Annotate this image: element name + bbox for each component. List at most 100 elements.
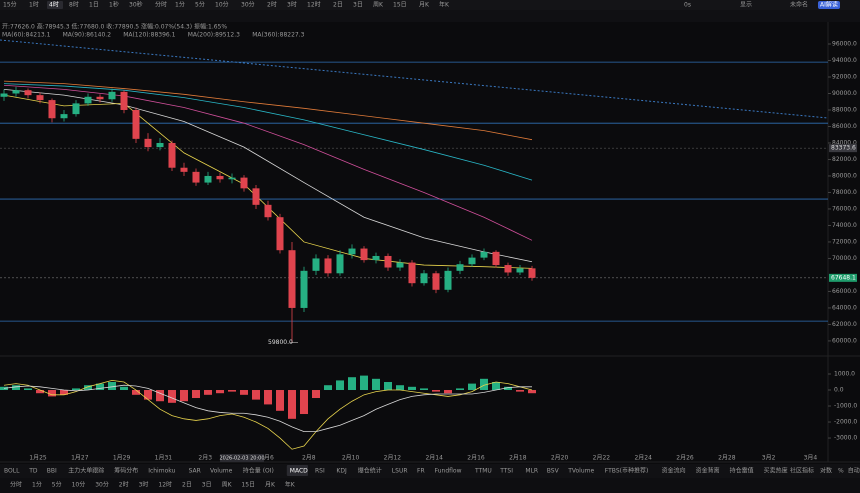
indicator-tab[interactable]: 资金背离 [696, 467, 720, 475]
indicator-tab[interactable]: 筹码分布 [114, 467, 138, 475]
macd-bar [228, 390, 236, 392]
indicator-tab[interactable]: MACD [290, 468, 308, 475]
indicator-tab[interactable]: BSV [547, 468, 560, 475]
period-tab[interactable]: 30分 [95, 481, 109, 489]
indicator-tab[interactable]: 爆仓统计 [358, 467, 382, 475]
period-tab[interactable]: 分时 [10, 481, 22, 489]
candle-body [444, 270, 452, 290]
indicator-tab[interactable]: BBI [47, 468, 57, 475]
macd-line [3, 380, 533, 450]
interval-button[interactable]: 1日 [89, 2, 99, 9]
period-tab[interactable]: 年K [285, 481, 296, 489]
indicator-tab[interactable]: 主力大单跟踪 [68, 467, 104, 475]
indicator-tab[interactable]: FTBS(币种推荐) [605, 467, 649, 475]
interval-button[interactable]: 月K [419, 2, 430, 9]
indicator-tab[interactable]: Fundflow [435, 468, 462, 475]
interval-button[interactable]: 10分 [215, 1, 229, 9]
indicator-tab[interactable]: SAR [189, 468, 201, 475]
tool-button[interactable]: AI解读 [820, 1, 838, 9]
interval-button[interactable]: 分时 [155, 1, 167, 9]
interval-button[interactable]: 2日 [333, 2, 343, 9]
candle-body [456, 264, 464, 271]
interval-button[interactable]: 30秒 [129, 1, 143, 9]
interval-button[interactable]: 4时 [49, 1, 59, 9]
indicator-tab[interactable]: Ichimoku [148, 468, 175, 475]
candle-body [492, 251, 500, 266]
interval-button[interactable]: 12时 [307, 1, 321, 9]
macd-bar [132, 390, 140, 395]
macd-bar [312, 390, 320, 399]
info-line: 开:77626.0 高:78945.3 低:77680.0 收:77890.5 … [2, 23, 227, 31]
indicator-tab[interactable]: KDJ [336, 468, 347, 475]
indicator-tab[interactable]: 买卖热度 [764, 467, 788, 475]
interval-button[interactable]: 8时 [69, 1, 79, 9]
date-label: 2月3 [198, 455, 212, 462]
interval-button[interactable]: 3日 [353, 2, 363, 9]
interval-button[interactable]: 1时 [29, 1, 39, 9]
candle-body [372, 255, 380, 261]
candle-body [96, 96, 104, 100]
macd-bar [276, 390, 284, 411]
setting-tab[interactable]: 自动 [848, 467, 860, 475]
macd-bar [288, 390, 296, 419]
period-tab[interactable]: 1分 [32, 481, 42, 489]
setting-tab[interactable]: 社区指标 [790, 467, 814, 475]
period-tab[interactable]: 10分 [72, 481, 86, 489]
period-tab[interactable]: 12时 [158, 481, 172, 489]
tool-button[interactable]: 0s [684, 2, 691, 9]
period-tab[interactable]: 2时 [119, 481, 129, 489]
indicator-tab[interactable]: TTSI [499, 468, 513, 475]
setting-tab[interactable]: % [838, 468, 844, 475]
indicator-tab[interactable]: 持仓量 (OI) [243, 467, 274, 475]
trend-line [0, 39, 829, 119]
indicator-tab[interactable]: LSUR [392, 468, 408, 475]
period-tab[interactable]: 3日 [202, 482, 212, 489]
setting-tab[interactable]: 对数 [820, 467, 832, 475]
ma-legend: MA(120):88396.1 [123, 32, 175, 39]
macd-bar [96, 383, 104, 391]
period-tab[interactable]: 3时 [139, 481, 149, 489]
indicator-tab[interactable]: BOLL [4, 468, 20, 475]
interval-button[interactable]: 15日 [393, 2, 407, 9]
indicator-tab[interactable]: MLR [525, 468, 538, 475]
period-tab[interactable]: 周K [222, 482, 233, 489]
macd-bar [444, 390, 452, 394]
interval-button[interactable]: 30分 [241, 1, 255, 9]
indicator-tab[interactable]: TVolume [567, 468, 594, 475]
active-tab [286, 465, 308, 476]
interval-button[interactable]: 3时 [287, 1, 297, 9]
interval-button[interactable]: 15分 [3, 1, 17, 9]
date-label: 2月26 [676, 455, 694, 462]
indicator-tab[interactable]: 资金流向 [662, 467, 686, 475]
interval-button[interactable]: 5分 [195, 1, 205, 9]
tool-button[interactable]: 显示 [740, 2, 752, 9]
macd-bar [180, 390, 188, 402]
period-tab[interactable]: 5分 [52, 481, 62, 489]
interval-button[interactable]: 1秒 [109, 1, 119, 9]
tool-button[interactable]: 未命名 [790, 1, 808, 9]
interval-button[interactable]: 2时 [267, 1, 277, 9]
indicator-tab[interactable]: 持仓雷值 [730, 467, 754, 475]
ai-button [818, 1, 840, 9]
indicator-tab[interactable]: TD [28, 468, 38, 475]
macd-bar [420, 388, 428, 391]
toolbar [0, 0, 860, 10]
macd-bar [528, 390, 536, 394]
macd-bar [84, 385, 92, 391]
macd-bar [372, 378, 380, 391]
price-label: 70000.0 [832, 255, 857, 262]
period-tab[interactable]: 15日 [241, 482, 255, 489]
interval-button[interactable]: 周K [373, 2, 384, 9]
interval-button[interactable]: 1分 [175, 1, 185, 9]
indicator-tab[interactable]: FR [417, 468, 425, 475]
candle-body [288, 250, 296, 308]
period-tab[interactable]: 2日 [182, 482, 192, 489]
indicator-tab[interactable]: RSI [315, 468, 325, 475]
candle-body [48, 100, 56, 119]
candle-body [336, 254, 344, 274]
period-tab[interactable]: 月K [265, 482, 276, 489]
indicator-tab[interactable]: TTMU [474, 468, 492, 475]
date-label: 2月20 [551, 455, 569, 462]
indicator-tab[interactable]: Volume [210, 468, 233, 475]
interval-button[interactable]: 年K [439, 1, 450, 9]
